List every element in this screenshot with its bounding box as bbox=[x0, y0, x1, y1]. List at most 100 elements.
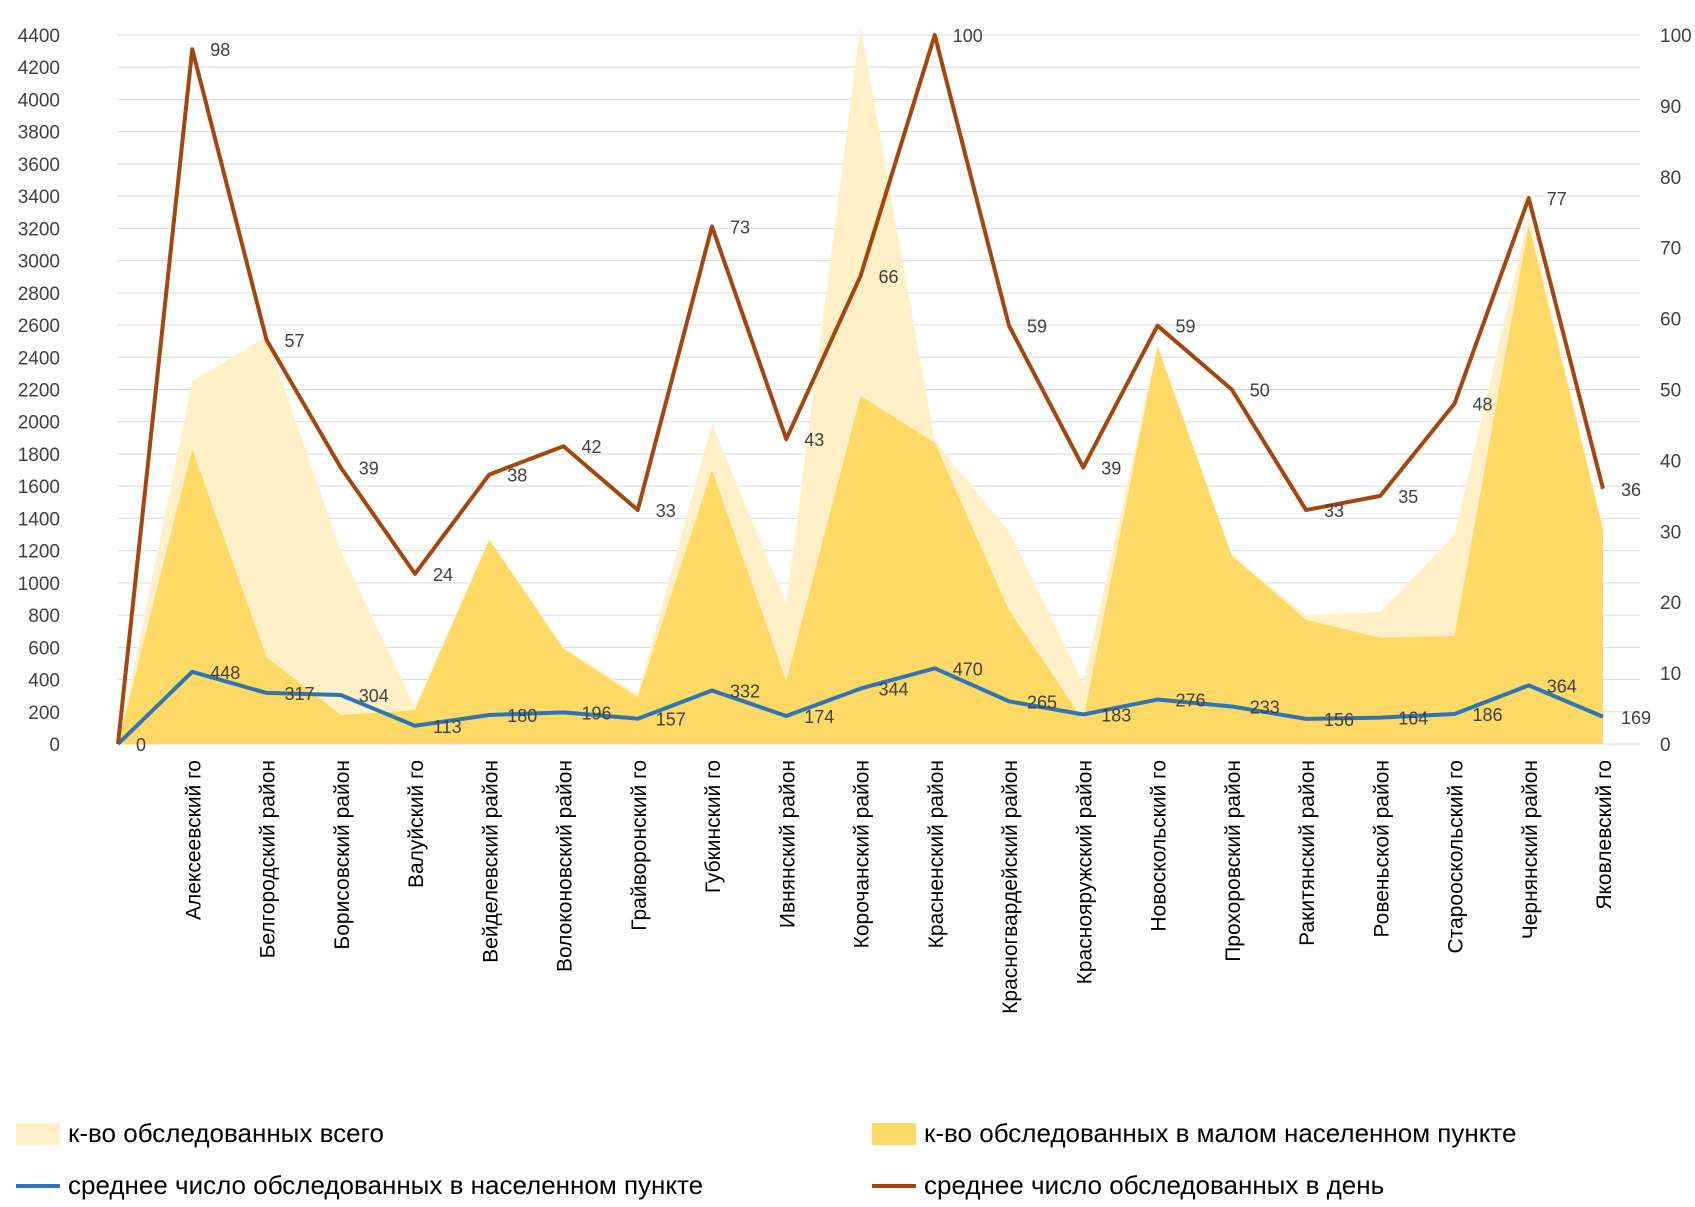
category-label: Корочанский район bbox=[851, 760, 874, 948]
category-label: Новоскольский го bbox=[1148, 760, 1171, 932]
data-label-avg-per-day: 73 bbox=[730, 217, 750, 237]
data-label-avg-per-settlement: 113 bbox=[433, 717, 462, 737]
y-left-tick-label: 1600 bbox=[18, 477, 60, 498]
data-label-avg-per-settlement: 180 bbox=[507, 706, 537, 726]
y-right-tick-label: 100 bbox=[1660, 26, 1692, 47]
y-right-tick-label: 60 bbox=[1660, 310, 1681, 331]
y-left-tick-label: 400 bbox=[28, 671, 60, 692]
data-label-avg-per-settlement: 364 bbox=[1547, 676, 1577, 696]
legend-item-small-settlement: к-во обследованных в малом населенном пу… bbox=[872, 1118, 1517, 1149]
data-label-avg-per-day: 59 bbox=[1027, 317, 1047, 337]
data-label-avg-per-settlement: 470 bbox=[953, 659, 983, 679]
y-left-tick-label: 1400 bbox=[18, 509, 60, 530]
y-left-tick-label: 4200 bbox=[18, 58, 60, 79]
data-labels: 0 448 317 304 113 180 196 157 332 174 344 470 265 183… bbox=[136, 26, 1651, 755]
category-labels: Алексеевский го Белгородский район Борисов… bbox=[182, 760, 1616, 1014]
category-label: Грайворонский го bbox=[628, 760, 651, 931]
y-left-tick-label: 3600 bbox=[18, 155, 60, 176]
legend-item-total: к-во обследованных всего bbox=[16, 1118, 384, 1149]
category-label: Краснояружский район bbox=[1073, 760, 1096, 984]
category-label: Алексеевский го bbox=[182, 760, 205, 920]
data-label-avg-per-day: 48 bbox=[1473, 395, 1493, 415]
data-label-avg-per-settlement: 304 bbox=[359, 686, 389, 706]
data-label-avg-per-settlement: 233 bbox=[1250, 697, 1280, 717]
category-label: Красногвардейский район bbox=[999, 760, 1022, 1014]
data-label-avg-per-day: 57 bbox=[285, 331, 305, 351]
right-axis-ticks: 0 10 20 30 40 50 60 70 80 90 100 bbox=[1660, 26, 1692, 756]
legend-swatch-total bbox=[16, 1122, 60, 1145]
data-label-avg-per-day: 100 bbox=[953, 26, 983, 46]
y-left-tick-label: 200 bbox=[28, 703, 60, 724]
legend-label-avg-day: среднее число обследованных в день bbox=[924, 1170, 1385, 1200]
data-label-avg-per-settlement: 265 bbox=[1027, 692, 1057, 712]
y-right-tick-label: 50 bbox=[1660, 381, 1681, 402]
category-label: Ивнянский район bbox=[776, 760, 799, 928]
data-label-avg-per-day: 43 bbox=[804, 430, 824, 450]
category-label: Красненский район bbox=[925, 760, 948, 948]
y-left-tick-label: 4400 bbox=[18, 26, 60, 47]
data-label-avg-per-settlement: 448 bbox=[210, 663, 240, 683]
category-label: Борисовский район bbox=[331, 760, 354, 950]
category-label: Чернянский район bbox=[1519, 760, 1542, 939]
category-label: Старооскольский го bbox=[1445, 760, 1468, 953]
data-label-avg-per-day: 24 bbox=[433, 565, 453, 585]
data-label-avg-per-day: 33 bbox=[1324, 501, 1344, 521]
data-label-avg-per-day: 36 bbox=[1621, 480, 1641, 500]
area-small-settlement bbox=[118, 225, 1603, 744]
y-right-tick-label: 90 bbox=[1660, 97, 1681, 118]
data-label-avg-per-day: 39 bbox=[1101, 458, 1121, 478]
data-label-avg-per-settlement: 157 bbox=[656, 710, 686, 730]
legend-swatch-avg-settlement bbox=[16, 1183, 60, 1188]
category-label: Белгородский район bbox=[257, 760, 280, 958]
data-label-avg-per-settlement: 164 bbox=[1398, 709, 1428, 729]
line-series bbox=[116, 33, 1605, 746]
y-left-tick-label: 1800 bbox=[18, 445, 60, 466]
data-label-avg-per-settlement: 169 bbox=[1621, 708, 1651, 728]
line-avg-per-settlement bbox=[116, 666, 1604, 746]
legend-item-avg-settlement: среднее число обследованных в населенном… bbox=[16, 1170, 703, 1201]
y-left-tick-label: 3200 bbox=[18, 219, 60, 240]
y-left-tick-label: 3400 bbox=[18, 187, 60, 208]
data-label-avg-per-day: 39 bbox=[359, 458, 379, 478]
y-right-tick-label: 10 bbox=[1660, 664, 1681, 685]
legend-label-total: к-во обследованных всего bbox=[68, 1118, 384, 1148]
left-axis-ticks: 0 200 400 600 800 1000 1200 1400 1600 1800 2000 220… bbox=[18, 26, 60, 756]
category-label: Ракитянский район bbox=[1296, 760, 1319, 946]
data-label-avg-per-day: 50 bbox=[1250, 381, 1270, 401]
legend-swatch-small-settlement bbox=[872, 1122, 916, 1145]
y-right-tick-label: 20 bbox=[1660, 593, 1681, 614]
y-left-tick-label: 1200 bbox=[18, 542, 60, 563]
legend-label-avg-settlement: среднее число обследованных в населенном… bbox=[68, 1170, 704, 1200]
category-label: Ровеньской район bbox=[1370, 760, 1393, 937]
y-left-tick-label: 600 bbox=[28, 638, 60, 659]
category-label: Валуйский го bbox=[405, 760, 428, 888]
data-label-avg-per-day: 33 bbox=[656, 501, 676, 521]
y-left-tick-label: 4000 bbox=[18, 90, 60, 111]
data-label-avg-per-settlement: 156 bbox=[1324, 710, 1354, 730]
y-right-tick-label: 40 bbox=[1660, 451, 1681, 472]
legend-label-small-settlement: к-во обследованных в малом населенном пу… bbox=[924, 1118, 1517, 1148]
line-avg-per-day bbox=[116, 33, 1605, 745]
data-label-avg-per-day: 66 bbox=[879, 267, 899, 287]
y-right-tick-label: 0 bbox=[1660, 735, 1671, 756]
y-left-tick-label: 2800 bbox=[18, 284, 60, 305]
y-left-tick-label: 3000 bbox=[18, 252, 60, 273]
category-label: Губкинский го bbox=[702, 760, 725, 893]
y-left-tick-label: 1000 bbox=[18, 574, 60, 595]
legend-item-avg-day: среднее число обследованных в день bbox=[872, 1170, 1384, 1201]
y-right-tick-label: 70 bbox=[1660, 239, 1681, 260]
data-label-avg-per-day: 35 bbox=[1398, 487, 1418, 507]
category-label: Прохоровский район bbox=[1222, 760, 1245, 962]
legend: к-во обследованных всего к-во обследован… bbox=[0, 1110, 1695, 1207]
data-label-avg-per-day: 59 bbox=[1176, 317, 1196, 337]
y-left-tick-label: 800 bbox=[28, 606, 60, 627]
data-label-avg-per-day: 77 bbox=[1547, 189, 1567, 209]
y-right-tick-label: 80 bbox=[1660, 168, 1681, 189]
y-left-tick-label: 0 bbox=[49, 735, 60, 756]
data-label-avg-per-settlement: 186 bbox=[1473, 705, 1503, 725]
data-label-avg-per-settlement: 174 bbox=[804, 707, 834, 727]
data-label-avg-per-day: 98 bbox=[210, 40, 230, 60]
y-left-tick-label: 2600 bbox=[18, 316, 60, 337]
y-left-tick-label: 3800 bbox=[18, 123, 60, 144]
y-left-tick-label: 2400 bbox=[18, 348, 60, 369]
